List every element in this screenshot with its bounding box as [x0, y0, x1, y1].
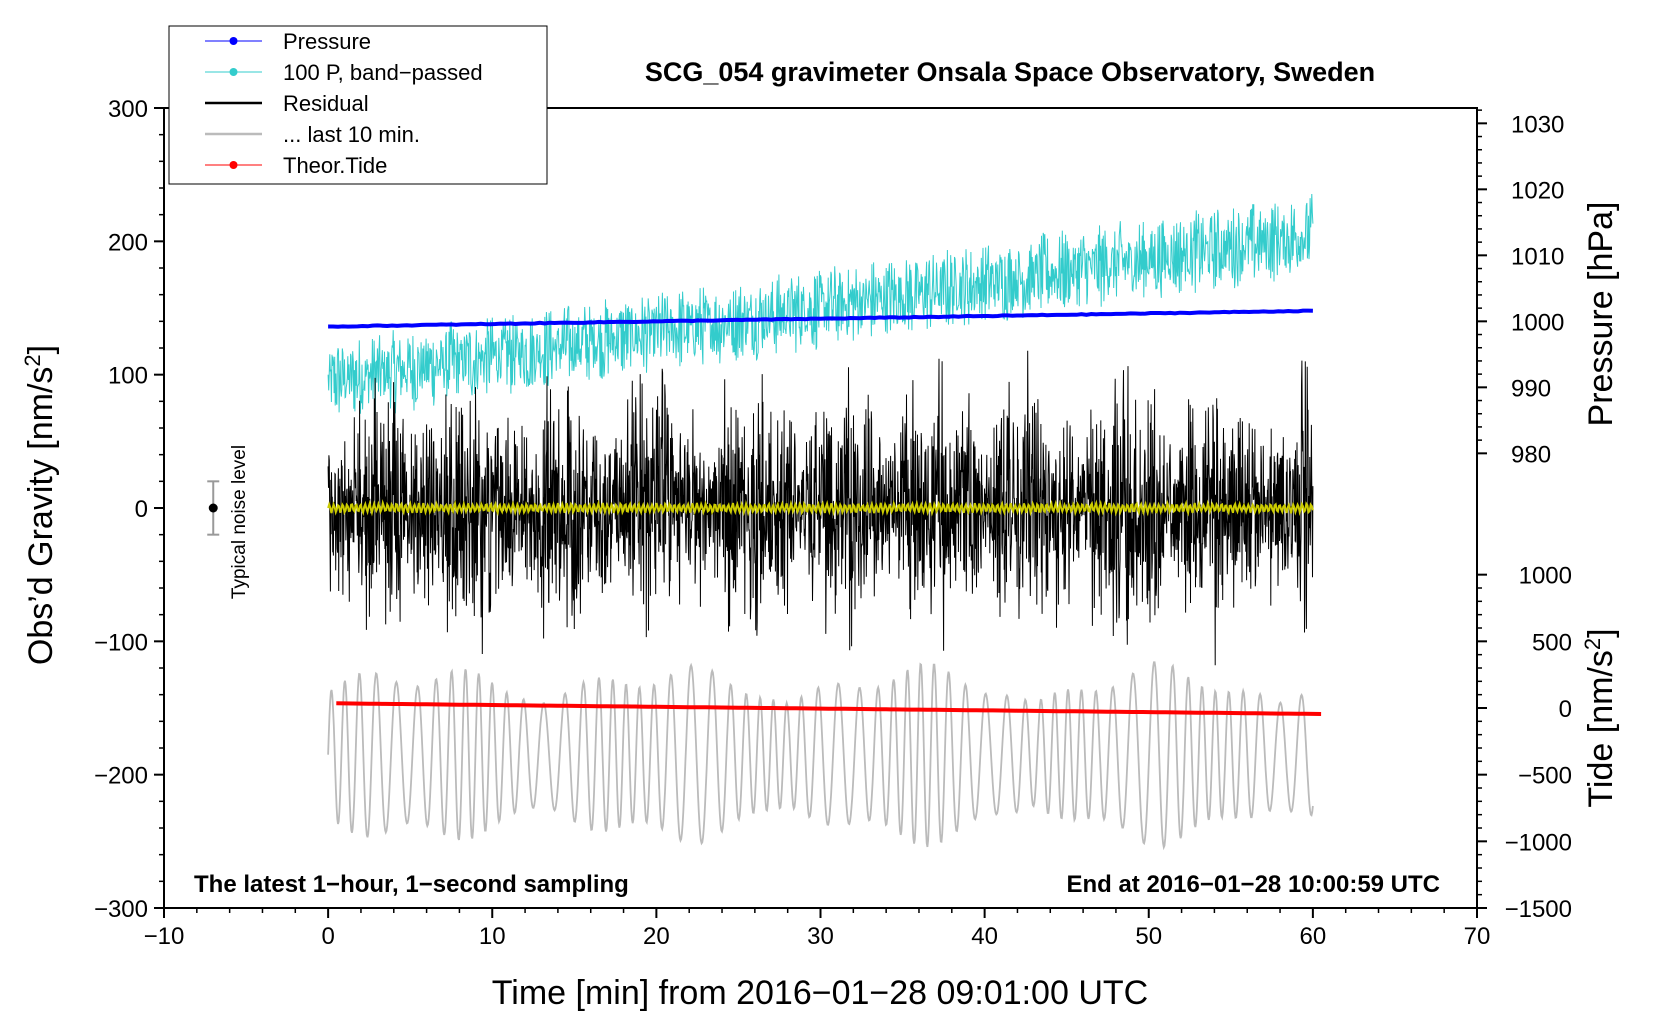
svg-text:Obs’d Gravity [nm/s2]: Obs’d Gravity [nm/s2]: [20, 345, 60, 665]
series-layer: [327, 193, 1322, 851]
legend-label: ... last 10 min.: [283, 122, 420, 147]
legend-box: [168, 25, 548, 185]
x-tick-label: 60: [1300, 923, 1327, 950]
annotation-right: End at 2016−01−28 10:00:59 UTC: [1066, 871, 1440, 898]
svg-text:Tide [nm/s2]: Tide [nm/s2]: [1580, 628, 1620, 807]
y-tick-label: −100: [94, 629, 148, 656]
pressure-tick-label: 1010: [1511, 243, 1564, 270]
y-axis-label-pressure: Pressure [hPa]: [1582, 202, 1620, 427]
pressure-tick-label: 1000: [1511, 309, 1564, 336]
legend-label: Theor.Tide: [283, 153, 387, 178]
tide-label-text: Tide [nm/s: [1582, 650, 1620, 807]
y-label-left-close: ]: [22, 345, 60, 354]
noise-label: Typical noise level: [229, 445, 250, 599]
tide-tick-label: −1000: [1505, 829, 1572, 856]
tide-tick-label: −1500: [1505, 896, 1572, 923]
tide-tick-label: 0: [1559, 696, 1572, 723]
y-axis-label-left: Obs’d Gravity [nm/s2]: [20, 345, 60, 665]
x-tick-label: 10: [479, 923, 506, 950]
tide-tick-label: 1000: [1519, 563, 1572, 590]
series-smoothed-residual: [327, 499, 1314, 517]
y-tick-label: 0: [135, 496, 148, 523]
x-tick-label: 30: [807, 923, 834, 950]
legend: Pressure 100 P, band−passed Residual ... la…: [168, 25, 548, 185]
x-tick-label: 50: [1135, 923, 1162, 950]
tide-tick-label: −500: [1518, 763, 1572, 790]
tide-tick-label: 500: [1532, 629, 1572, 656]
y-axis-label-tide: Tide [nm/s2]: [1580, 628, 1620, 807]
y-tick-label: 100: [108, 363, 148, 390]
legend-items: Pressure 100 P, band−passed Residual ... la…: [205, 29, 483, 178]
noise-label-group: Typical noise level: [229, 445, 250, 599]
legend-label: Residual: [283, 91, 369, 116]
annotation-left: The latest 1−hour, 1−second sampling: [194, 871, 629, 898]
chart-title: SCG_054 gravimeter Onsala Space Observat…: [645, 57, 1375, 87]
pressure-tick-label: 990: [1511, 375, 1551, 402]
legend-label: Pressure: [283, 29, 371, 54]
pressure-tick-label: 980: [1511, 441, 1551, 468]
x-tick-label: 20: [643, 923, 670, 950]
noise-dot: [208, 503, 218, 513]
pressure-label-text: Pressure [hPa]: [1582, 202, 1620, 427]
tide-label-sup: 2: [1580, 638, 1605, 650]
y-tick-label: −300: [94, 896, 148, 923]
pressure-tick-label: 1030: [1511, 111, 1564, 138]
y-tick-label: −200: [94, 763, 148, 790]
legend-marker: [229, 37, 238, 45]
series-residual: [327, 350, 1314, 666]
x-axis-label: Time [min] from 2016−01−28 09:01:00 UTC: [492, 974, 1148, 1012]
legend-marker: [229, 68, 238, 76]
legend-marker: [229, 161, 238, 169]
series-last-10-min: [327, 661, 1314, 851]
pressure-tick-label: 1020: [1511, 177, 1564, 204]
x-tick-label: 0: [321, 923, 334, 950]
series-pressure: [328, 308, 1313, 329]
ticks-layer: −10 0 10 20 30 40 50 60 703002001000−100−200−300…: [94, 96, 1572, 950]
y-tick-label: 200: [108, 229, 148, 256]
x-tick-label: 40: [971, 923, 998, 950]
tide-label-close: ]: [1582, 628, 1620, 637]
x-tick-label: 70: [1464, 923, 1491, 950]
x-tick-label: −10: [144, 923, 185, 950]
legend-label: 100 P, band−passed: [283, 60, 483, 85]
y-label-left-sup: 2: [20, 354, 45, 366]
noise-level-marker: Typical noise level: [207, 445, 250, 599]
y-label-left-text: Obs’d Gravity [nm/s: [22, 367, 60, 666]
series-theoretical-tide: [336, 701, 1322, 716]
series-band-passed-pressure: [327, 193, 1314, 416]
y-tick-label: 300: [108, 96, 148, 123]
